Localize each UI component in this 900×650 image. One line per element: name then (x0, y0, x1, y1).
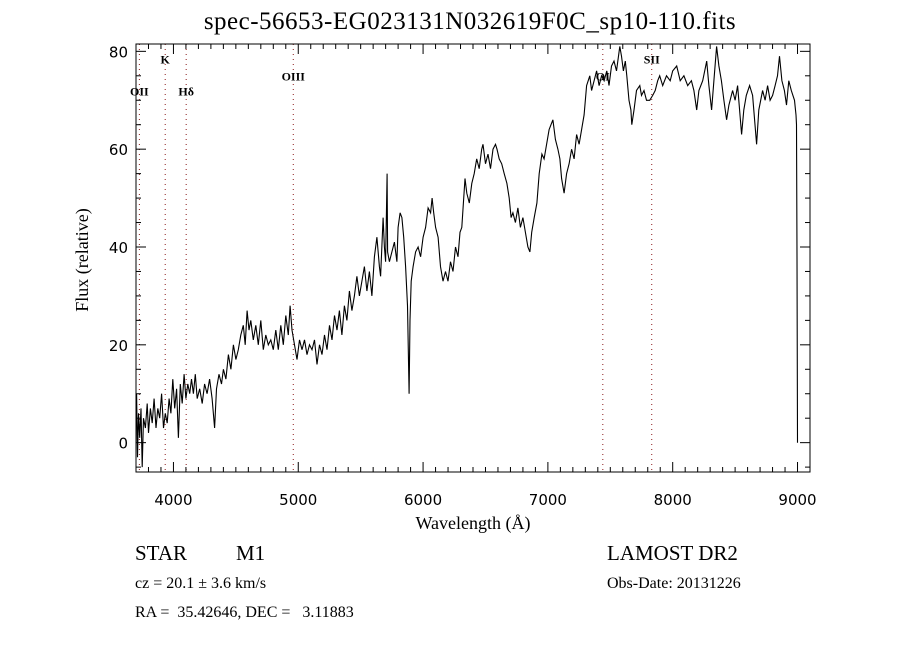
plot-frame (135, 43, 811, 473)
line-marker-label: Hδ (178, 84, 194, 98)
y-tick-label: 0 (118, 435, 128, 453)
spectrum-line (136, 46, 799, 468)
y-tick-label: 20 (109, 337, 128, 355)
y-tick-label: 80 (109, 43, 128, 61)
y-axis-label: Flux (relative) (72, 208, 93, 311)
x-tick-label: 4000 (154, 491, 192, 509)
line-marker-label: OIII (282, 70, 306, 84)
chart-title: spec-56653-EG023131N032619F0C_sp10-110.f… (203, 8, 737, 35)
survey-name: LAMOST DR2 (607, 541, 738, 565)
obs-date: Obs-Date: 20131226 (607, 575, 741, 592)
object-class: STAR (135, 541, 187, 565)
x-tick-label: 6000 (404, 491, 442, 509)
x-tick-label: 8000 (654, 491, 692, 509)
line-marker-label: OII (130, 84, 149, 98)
y-tick-label: 40 (109, 239, 128, 257)
y-tick-label: 60 (109, 141, 128, 159)
line-marker-label: SII (644, 53, 660, 67)
x-tick-label: 5000 (279, 491, 317, 509)
redshift-cz: cz = 20.1 ± 3.6 km/s (135, 575, 267, 592)
x-tick-label: 9000 (778, 491, 816, 509)
axes: 4000 5000 6000 7000 8000 9000 0 20 40 60 80 (109, 43, 817, 509)
object-subclass: M1 (236, 541, 266, 565)
x-axis-label: Wavelength (Å) (415, 513, 530, 534)
x-tick-label: 7000 (529, 491, 567, 509)
line-marker-label: K (161, 53, 171, 67)
coordinates: RA = 35.42646, DEC = 3.11883 (135, 604, 354, 621)
